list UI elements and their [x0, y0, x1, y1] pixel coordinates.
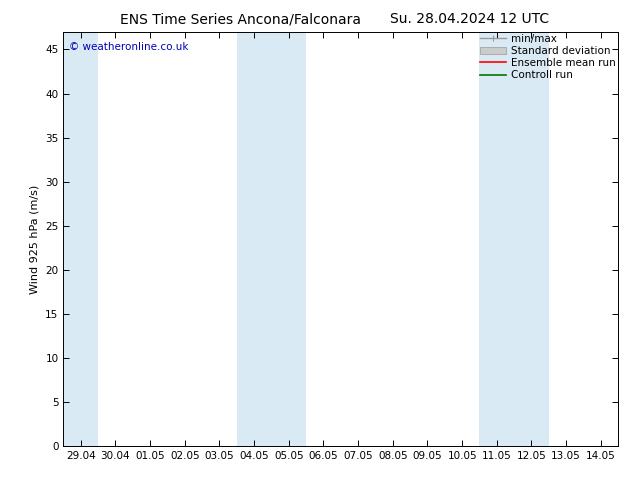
Bar: [236, 32, 306, 446]
Text: © weatheronline.co.uk: © weatheronline.co.uk: [69, 42, 188, 52]
Text: Su. 28.04.2024 12 UTC: Su. 28.04.2024 12 UTC: [390, 12, 548, 26]
Y-axis label: Wind 925 hPa (m/s): Wind 925 hPa (m/s): [30, 184, 40, 294]
Bar: [63, 32, 98, 446]
Text: ENS Time Series Ancona/Falconara: ENS Time Series Ancona/Falconara: [120, 12, 361, 26]
Legend: min/max, Standard deviation, Ensemble mean run, Controll run: min/max, Standard deviation, Ensemble me…: [480, 34, 616, 80]
Bar: [479, 32, 549, 446]
